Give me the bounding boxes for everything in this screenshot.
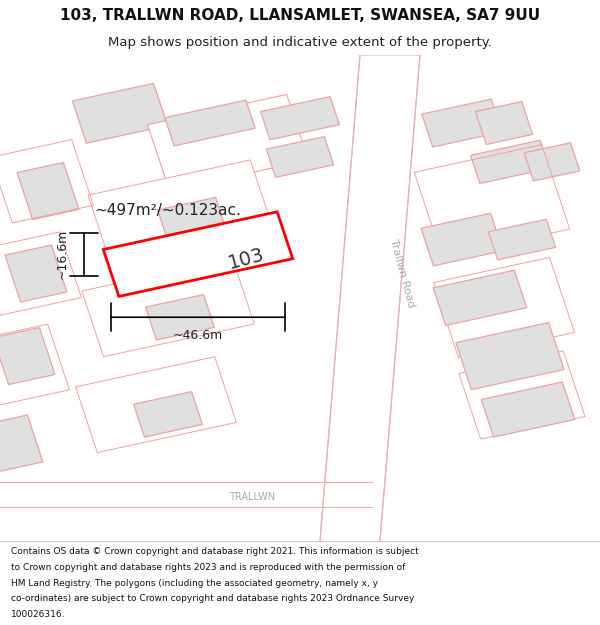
Text: ~46.6m: ~46.6m	[173, 329, 223, 342]
Polygon shape	[266, 137, 334, 178]
Polygon shape	[318, 55, 420, 565]
Polygon shape	[134, 392, 202, 437]
Polygon shape	[470, 140, 550, 184]
Text: TRALLWN: TRALLWN	[229, 492, 275, 502]
Text: HM Land Registry. The polygons (including the associated geometry, namely x, y: HM Land Registry. The polygons (includin…	[11, 579, 378, 587]
Polygon shape	[0, 415, 43, 472]
Text: ~497m²/~0.123ac.: ~497m²/~0.123ac.	[95, 203, 241, 218]
Polygon shape	[73, 83, 167, 143]
Text: Trallwn Road: Trallwn Road	[388, 238, 416, 309]
Text: co-ordinates) are subject to Crown copyright and database rights 2023 Ordnance S: co-ordinates) are subject to Crown copyr…	[11, 594, 414, 603]
Polygon shape	[158, 198, 226, 243]
Polygon shape	[0, 328, 55, 384]
Polygon shape	[456, 322, 564, 389]
Polygon shape	[524, 142, 580, 181]
Polygon shape	[148, 94, 308, 191]
Polygon shape	[88, 160, 272, 261]
Polygon shape	[146, 294, 214, 340]
Text: 100026316.: 100026316.	[11, 610, 65, 619]
Polygon shape	[421, 213, 503, 266]
Polygon shape	[76, 357, 236, 452]
Polygon shape	[5, 245, 67, 302]
Polygon shape	[260, 96, 340, 140]
Polygon shape	[488, 219, 556, 260]
Text: ~16.6m: ~16.6m	[56, 229, 69, 279]
Text: 103: 103	[226, 245, 266, 273]
Text: 103, TRALLWN ROAD, LLANSAMLET, SWANSEA, SA7 9UU: 103, TRALLWN ROAD, LLANSAMLET, SWANSEA, …	[60, 8, 540, 23]
Polygon shape	[82, 258, 254, 357]
Polygon shape	[103, 212, 293, 296]
Polygon shape	[433, 270, 527, 326]
Polygon shape	[422, 99, 502, 147]
Text: Contains OS data © Crown copyright and database right 2021. This information is : Contains OS data © Crown copyright and d…	[11, 548, 419, 556]
Text: to Crown copyright and database rights 2023 and is reproduced with the permissio: to Crown copyright and database rights 2…	[11, 563, 405, 572]
Polygon shape	[165, 100, 255, 146]
Polygon shape	[481, 382, 575, 437]
Polygon shape	[475, 101, 533, 144]
Polygon shape	[17, 162, 79, 219]
Text: Map shows position and indicative extent of the property.: Map shows position and indicative extent…	[108, 36, 492, 49]
